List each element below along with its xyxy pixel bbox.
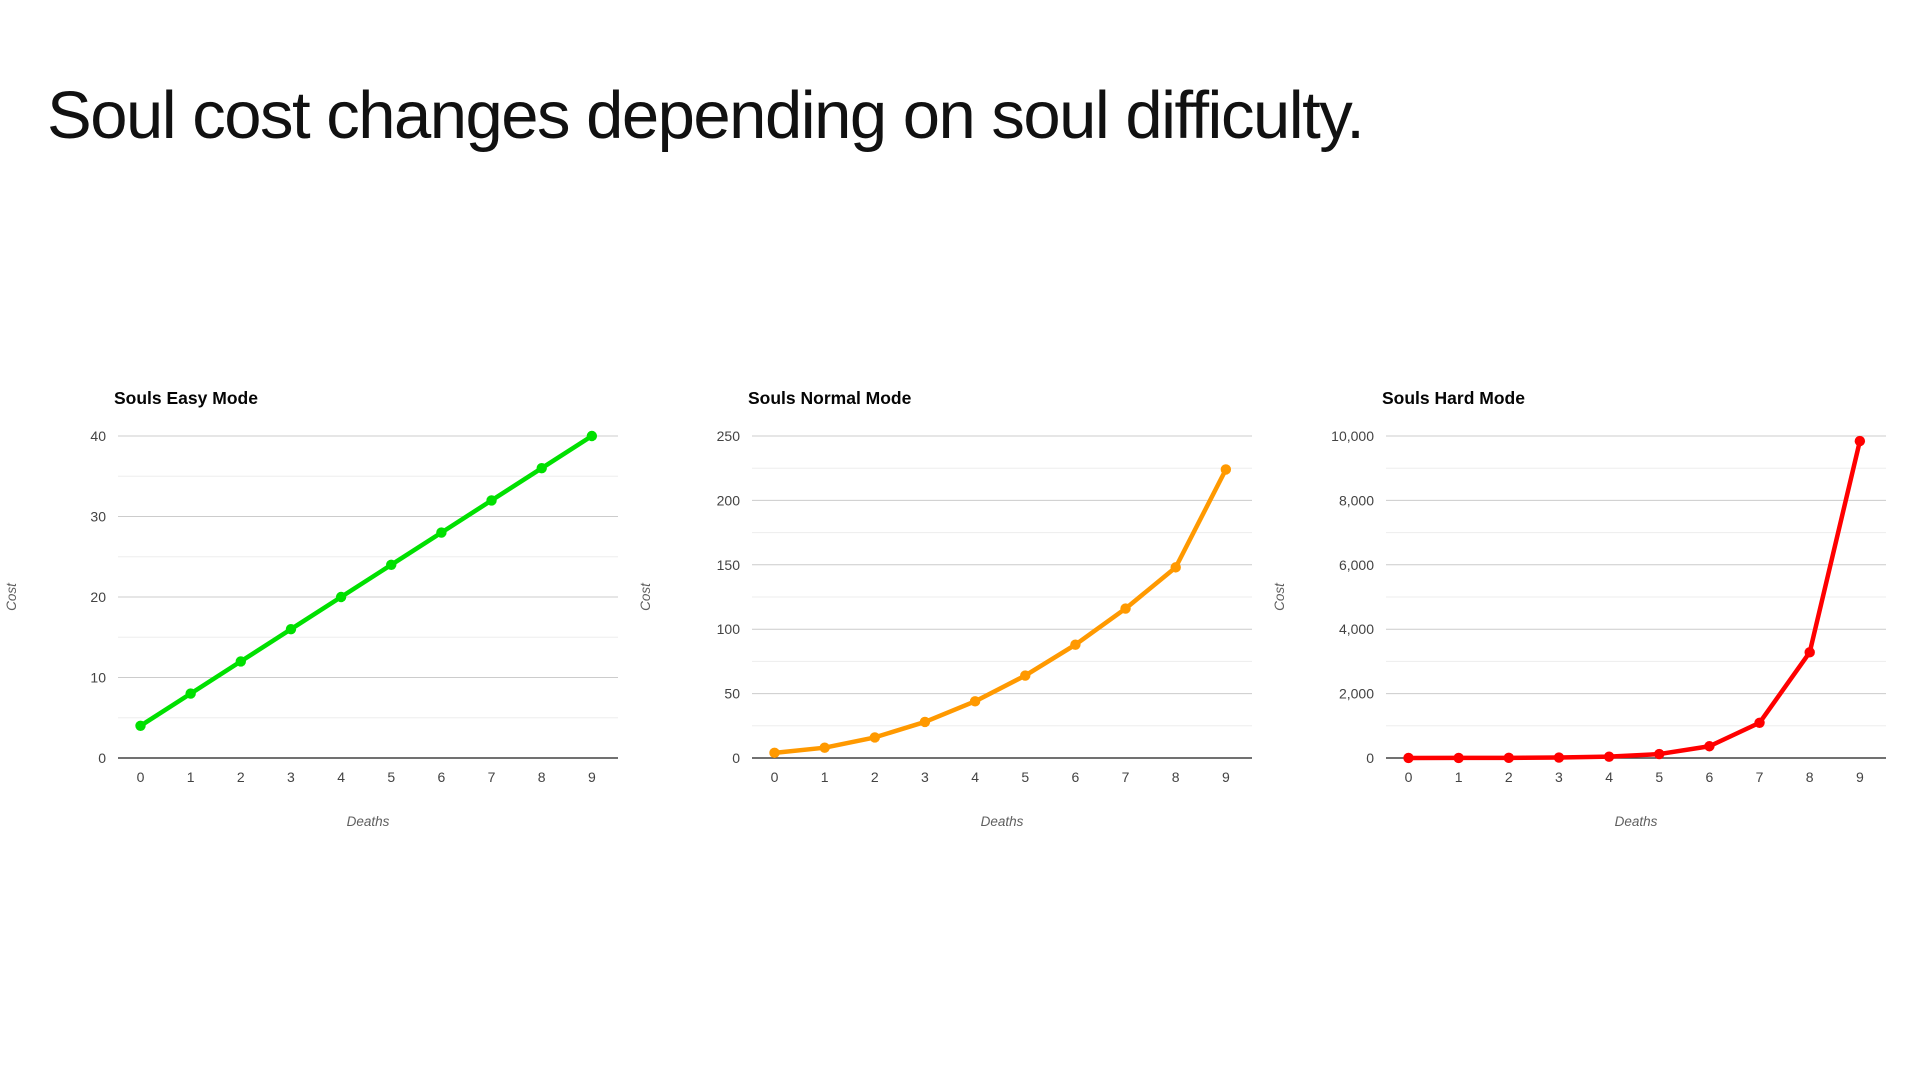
x-tick-label: 9 (1222, 769, 1230, 785)
x-tick-label: 2 (1505, 769, 1513, 785)
data-point (285, 624, 297, 635)
x-tick-label: 8 (1172, 769, 1180, 785)
y-tick-label: 8,000 (1339, 492, 1374, 508)
x-tick-label: 5 (1655, 769, 1663, 785)
series-line (138, 433, 595, 729)
data-point (1754, 717, 1765, 728)
plot-area: 0 10 20 30 40 0 1 2 3 4 5 6 7 8 9 (90, 428, 618, 785)
data-point (235, 656, 246, 667)
y-tick-label: 200 (717, 492, 741, 508)
data-point (486, 495, 497, 506)
x-axis-title: Deaths (981, 814, 1024, 829)
chart-title: Souls Hard Mode (1382, 388, 1525, 408)
plot-area: 0 50 100 150 200 250 0 1 2 3 4 5 6 7 8 9 (717, 428, 1252, 785)
souls-easy-mode-chart: 0 10 20 30 40 0 1 2 3 4 5 6 7 8 9 Souls Easy Mode Cost… (4, 388, 618, 829)
data-point (1220, 464, 1232, 475)
x-tick-label: 3 (921, 769, 929, 785)
data-point (769, 747, 780, 759)
chart-title: Souls Normal Mode (748, 388, 912, 408)
y-tick-label: 250 (717, 428, 741, 444)
y-tick-label: 150 (717, 557, 741, 573)
data-point (869, 732, 880, 743)
x-tick-label: 3 (1555, 769, 1563, 785)
data-point (1453, 752, 1464, 764)
x-tick-label: 4 (1605, 769, 1613, 785)
souls-normal-mode-chart: 0 50 100 150 200 250 0 1 2 3 4 5 6 7 8 9 Souls Normal M… (638, 388, 1252, 829)
y-tick-label: 10 (90, 670, 106, 686)
y-tick-label: 0 (732, 750, 740, 766)
data-point (919, 716, 931, 728)
data-point (1603, 751, 1615, 762)
x-tick-label: 4 (337, 769, 345, 785)
x-tick-label: 2 (237, 769, 245, 785)
data-point (436, 527, 447, 538)
x-tick-label: 9 (588, 769, 596, 785)
data-point (335, 591, 347, 603)
data-point (386, 559, 397, 570)
x-tick-label: 4 (971, 769, 979, 785)
plot-area: 0 2,000 4,000 6,000 8,000 10,000 0 1 2 3 4 5 6 7 8 9 (1331, 428, 1886, 785)
data-point (1170, 562, 1181, 573)
chart-title: Souls Easy Mode (114, 388, 258, 408)
data-point (969, 696, 981, 707)
y-tick-label: 50 (724, 686, 740, 702)
souls-hard-mode-chart: 0 2,000 4,000 6,000 8,000 10,000 0 1 2 3 4 5 6 7 8 9 So… (1272, 388, 1886, 829)
y-tick-label: 30 (90, 509, 106, 525)
data-point (819, 742, 830, 753)
data-point (536, 463, 547, 474)
data-point (1654, 748, 1665, 760)
x-tick-label: 3 (287, 769, 295, 785)
x-axis-title: Deaths (347, 814, 390, 829)
x-tick-label: 7 (1756, 769, 1764, 785)
x-tick-label: 7 (488, 769, 496, 785)
y-tick-label: 0 (98, 750, 106, 766)
y-tick-label: 100 (717, 621, 741, 637)
data-point (1020, 670, 1031, 681)
x-tick-label: 9 (1856, 769, 1864, 785)
y-tick-label: 10,000 (1331, 428, 1374, 444)
x-tick-label: 8 (538, 769, 546, 785)
y-tick-label: 0 (1366, 750, 1374, 766)
data-point (1503, 752, 1514, 764)
x-tick-label: 6 (1072, 769, 1080, 785)
x-tick-label: 6 (438, 769, 446, 785)
y-axis-title: Cost (638, 582, 653, 611)
x-tick-label: 1 (1455, 769, 1463, 785)
data-point (135, 720, 146, 731)
x-tick-label: 0 (137, 769, 145, 785)
y-tick-label: 4,000 (1339, 621, 1374, 637)
data-point (1804, 647, 1815, 658)
x-axis-title: Deaths (1615, 814, 1658, 829)
x-tick-label: 5 (387, 769, 395, 785)
x-tick-label: 2 (871, 769, 879, 785)
data-point (586, 430, 598, 442)
x-tick-label: 7 (1122, 769, 1130, 785)
x-tick-label: 0 (1405, 769, 1413, 785)
y-tick-label: 40 (90, 428, 106, 444)
charts-row: 0 10 20 30 40 0 1 2 3 4 5 6 7 8 9 Souls Easy Mode Cost… (0, 378, 1920, 848)
x-tick-label: 6 (1706, 769, 1714, 785)
y-axis-title: Cost (1272, 582, 1287, 611)
x-tick-label: 1 (187, 769, 195, 785)
x-tick-label: 5 (1021, 769, 1029, 785)
data-point (185, 688, 196, 699)
data-point (1704, 741, 1715, 752)
x-tick-label: 8 (1806, 769, 1814, 785)
page-title: Soul cost changes depending on soul diff… (47, 77, 1365, 153)
series-line (1406, 438, 1863, 761)
data-point (1403, 752, 1414, 764)
data-point (1553, 752, 1565, 763)
series-line (772, 467, 1229, 756)
x-tick-label: 1 (821, 769, 829, 785)
y-axis-title: Cost (4, 582, 19, 611)
data-point (1854, 435, 1866, 447)
data-point (1070, 639, 1081, 650)
y-tick-label: 6,000 (1339, 557, 1374, 573)
data-point (1120, 603, 1131, 614)
x-tick-label: 0 (771, 769, 779, 785)
y-tick-label: 20 (90, 589, 106, 605)
y-tick-label: 2,000 (1339, 686, 1374, 702)
